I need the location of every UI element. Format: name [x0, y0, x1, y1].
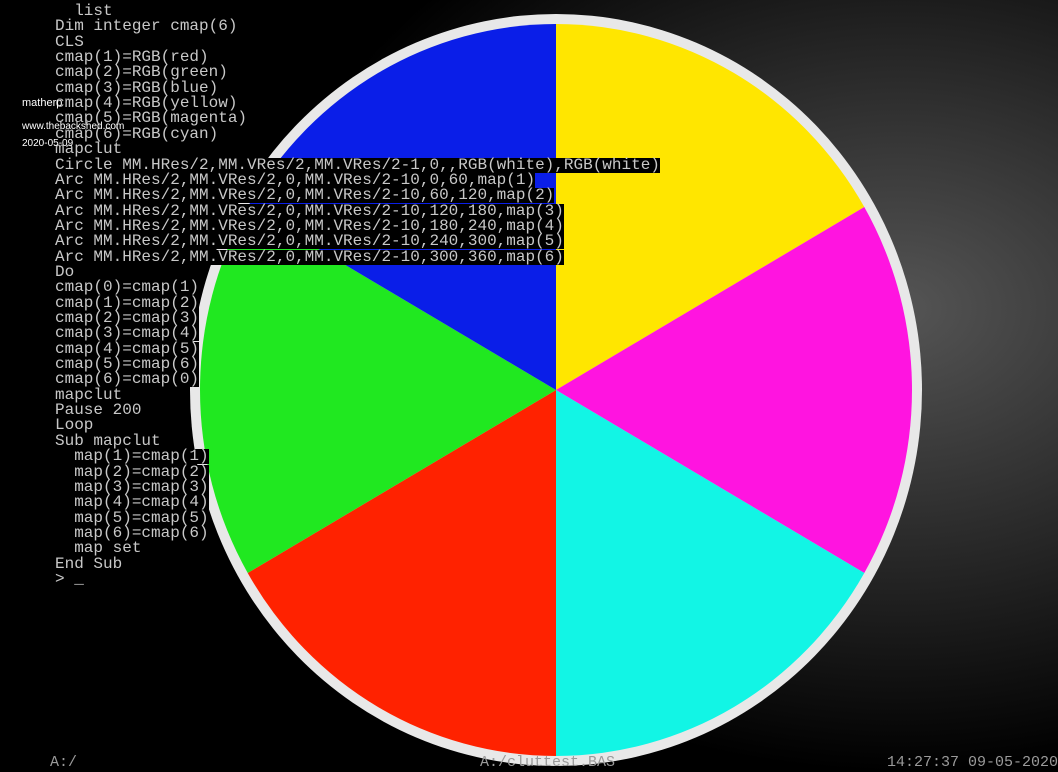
yellow-sector [556, 24, 865, 390]
code-line: End Sub [55, 554, 123, 573]
code-line: Arc MM.HRes/2,MM.VRes/2,0,MM.VRes/2-10,3… [55, 247, 564, 266]
code-line: Arc MM.HRes/2,MM.VRes/2,0,MM.VRes/2-10,1… [55, 216, 564, 235]
code-line: Loop [55, 416, 94, 435]
red-sector [247, 390, 556, 756]
code-line: mapclut [55, 140, 123, 159]
code-line: Circle MM.HRes/2,MM.VRes/2,MM.VRes/2-1,0… [55, 155, 660, 174]
status-right: 14:27:37 09-05-2020 [886, 754, 1058, 771]
code-line: cmap(5)=RGB(magenta) [55, 109, 248, 128]
code-line: cmap(1)=RGB(red) [55, 48, 209, 67]
code-line: Arc MM.HRes/2,MM.VRes/2,0,MM.VRes/2-10,1… [55, 201, 564, 220]
code-line: Arc MM.HRes/2,MM.VRes/2,0,MM.VRes/2-10,6… [55, 186, 555, 205]
code-line: cmap(2)=cmap(3) [55, 309, 200, 327]
watermark-date: 2020-05-09 [22, 138, 74, 149]
code-line: map set [55, 539, 142, 558]
code-line: cmap(4)=RGB(yellow) [55, 94, 238, 113]
code-line: cmap(2)=RGB(green) [55, 63, 228, 82]
code-line: list [55, 2, 113, 20]
code-line: map(2)=cmap(2) [55, 462, 209, 481]
magenta-sector [556, 207, 912, 573]
code-line: Dim integer cmap(6) [55, 17, 238, 36]
code-line: Sub mapclut [55, 431, 161, 450]
status-left: A:/ [50, 754, 78, 771]
code-line: map(6)=cmap(6) [55, 523, 209, 542]
cyan-sector [556, 390, 865, 756]
code-line: map(3)=cmap(3) [55, 477, 209, 496]
code-line: cmap(4)=cmap(5) [55, 339, 200, 358]
code-line: map(5)=cmap(5) [55, 508, 209, 527]
code-line: > _ [55, 569, 84, 588]
code-line: cmap(5)=cmap(6) [55, 355, 200, 374]
code-line: cmap(1)=cmap(2) [55, 293, 200, 312]
green-sector [200, 207, 556, 573]
code-line: Arc MM.HRes/2,MM.VRes/2,0,MM.VRes/2-10,2… [55, 232, 564, 251]
watermark-author: matherp [22, 97, 63, 109]
code-line: Do [55, 262, 75, 281]
code-line: cmap(0)=cmap(1) [55, 278, 200, 297]
code-line: cmap(6)=cmap(0) [55, 370, 200, 389]
code-line: map(4)=cmap(4) [55, 493, 209, 512]
code-line: map(1)=cmap(1) [55, 447, 209, 466]
watermark-site: www.thebackshed.com [22, 121, 125, 132]
code-line: CLS [55, 32, 84, 51]
code-line: cmap(6)=RGB(cyan) [55, 124, 219, 143]
status-center: A:/cluttest.BAS [480, 754, 616, 771]
code-line: cmap(3)=cmap(4) [55, 324, 200, 343]
code-line: mapclut [55, 385, 123, 404]
code-line: Arc MM.HRes/2,MM.VRes/2,0,MM.VRes/2-10,0… [55, 170, 536, 189]
code-line: cmap(3)=RGB(blue) [55, 78, 219, 97]
code-line: Pause 200 [55, 401, 142, 420]
